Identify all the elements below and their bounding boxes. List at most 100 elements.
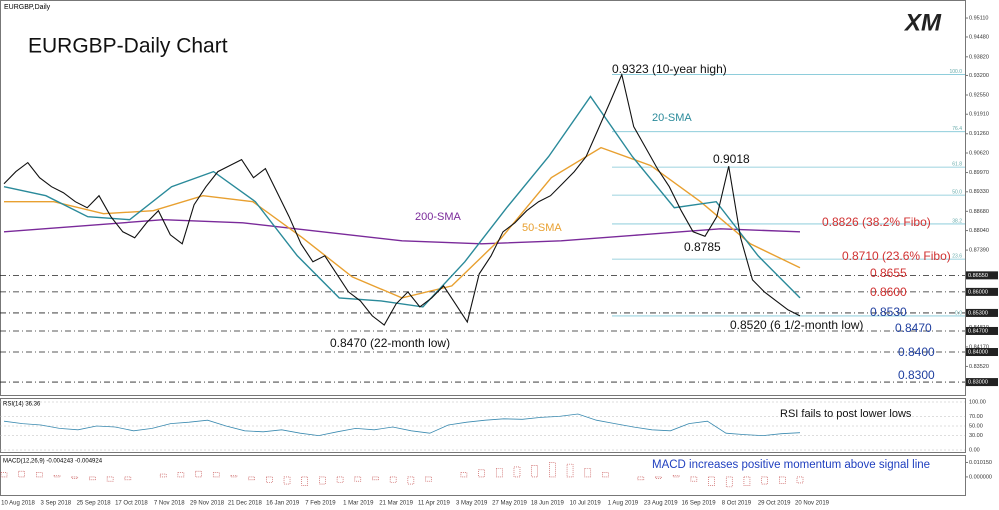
macd-bar [584,468,592,478]
x-tick-label: 21 Mar 2019 [379,501,413,507]
level-tag [966,308,998,317]
x-tick-label: 29 Oct 2019 [758,501,791,507]
y-tick-label: 0.88040 [969,228,989,234]
y-tick-label: 0.88680 [969,209,989,215]
level-tag [966,326,998,335]
annotation: 0.8600 [870,285,907,299]
x-tick-label: 25 Sep 2018 [77,501,112,507]
annotation: 0.8400 [898,345,935,359]
x-tick-label: 3 May 2019 [456,501,488,507]
macd-bar [319,476,326,485]
symbol: EURGBP,Daily [4,4,51,11]
x-tick-label: 27 May 2019 [492,501,527,507]
y-tick-label: 0.94480 [969,34,989,40]
x-tick-label: 7 Nov 2018 [154,501,185,507]
y-tick-label: 0.95110 [969,15,988,21]
fibo-label: 61.8 [952,161,962,167]
y-tick-label: 0.89330 [969,189,989,195]
macd-bar [389,476,397,483]
x-tick-label: 11 Apr 2019 [418,501,451,507]
macd-bar [549,462,556,478]
level-tag [966,378,998,387]
panel-label: MACD(12,26,9) -0.004243 -0.004924 [3,459,103,465]
macd-bar [159,473,167,478]
sma-line [3,218,801,245]
x-tick-label: 29 Nov 2018 [190,501,225,507]
macd-bar [796,476,804,484]
level-label: 0.84000 [968,349,988,355]
macd-bar [266,476,273,483]
macd-bar [248,476,255,481]
annotation: 0.8826 (38.2% Fibo) [822,215,931,229]
macd-bar [779,476,786,484]
macd-bar [230,475,238,478]
fibo-label: 76.4 [952,126,962,132]
macd-bar [124,476,132,481]
sma-label: 200-SMA [415,211,462,223]
annotation: 0.8470 (22-month low) [330,336,450,350]
x-tick-label: 23 Aug 2019 [644,501,678,507]
fibo-label: 100.0 [949,69,962,75]
macd-bar [478,469,485,478]
y-tick-label: 0.000000 [969,474,992,480]
level-label: 0.86550 [968,273,988,279]
annotation: 0.8470 [895,321,932,335]
macd-bar [283,476,291,485]
level-label: 0.83000 [968,380,988,386]
x-tick-label: 17 Oct 2018 [115,501,148,507]
sma-line [3,95,801,308]
y-tick-label: 0.83520 [969,364,989,370]
x-tick-label: 16 Sep 2019 [682,501,717,507]
level-label: 0.84700 [968,328,988,334]
panel-label: RSI(14) 36.36 [3,402,41,408]
macd-bar [0,472,8,478]
x-tick-label: 10 Jul 2019 [570,501,602,507]
x-tick-label: 21 Dec 2018 [228,501,263,507]
y-tick-label: 0.91910 [969,112,989,118]
macd-bar [513,466,521,478]
macd-bar [672,475,680,478]
x-tick-label: 3 Sep 2018 [40,501,71,507]
level-tag [966,287,998,296]
macd-bar [460,472,468,478]
x-tick-label: 10 Aug 2018 [1,501,35,507]
macd-bar [89,476,96,481]
annotation: 0.8710 (23.6% Fibo) [842,249,951,263]
macd-bar [407,476,415,485]
price-line [3,72,801,326]
macd-bar [637,476,645,481]
y-tick-label: 0.84170 [969,344,989,350]
level-label: 0.85300 [968,310,988,316]
y-tick-label: 0.90620 [969,150,989,156]
sma-label: 50-SMA [522,222,562,234]
x-tick-label: 1 Mar 2019 [343,501,374,507]
rsi-note: RSI fails to post lower lows [780,408,912,420]
macd-bar [761,476,768,485]
macd-bar [531,465,538,478]
x-tick-label: 8 Oct 2019 [722,501,752,507]
level-tag [966,271,998,280]
y-tick-label: 0.89970 [969,170,989,176]
macd-bar [106,476,114,482]
y-tick-label: 30.00 [969,433,983,439]
fibo-label: 38.2 [952,218,962,224]
macd-bar [18,470,25,478]
y-tick-label: 50.00 [969,423,983,429]
y-tick-label: 0.010150 [969,460,992,466]
macd-note: MACD increases positive momentum above s… [652,459,930,471]
macd-bar [336,476,344,483]
macd-bar [53,475,61,478]
level-label: 0.86000 [968,289,988,295]
fibo-label: 50.0 [952,189,962,195]
x-tick-label: 20 Nov 2019 [795,501,830,507]
macd-bar [177,472,185,478]
y-tick-label: 0.87390 [969,248,989,254]
y-tick-label: 0.93820 [969,54,989,60]
macd-bar [602,472,609,478]
y-tick-label: 0.00 [969,447,980,453]
macd-bar [36,472,43,478]
macd-bar [212,472,220,478]
y-tick-label: 70.00 [969,414,983,420]
level-tag [966,348,998,357]
